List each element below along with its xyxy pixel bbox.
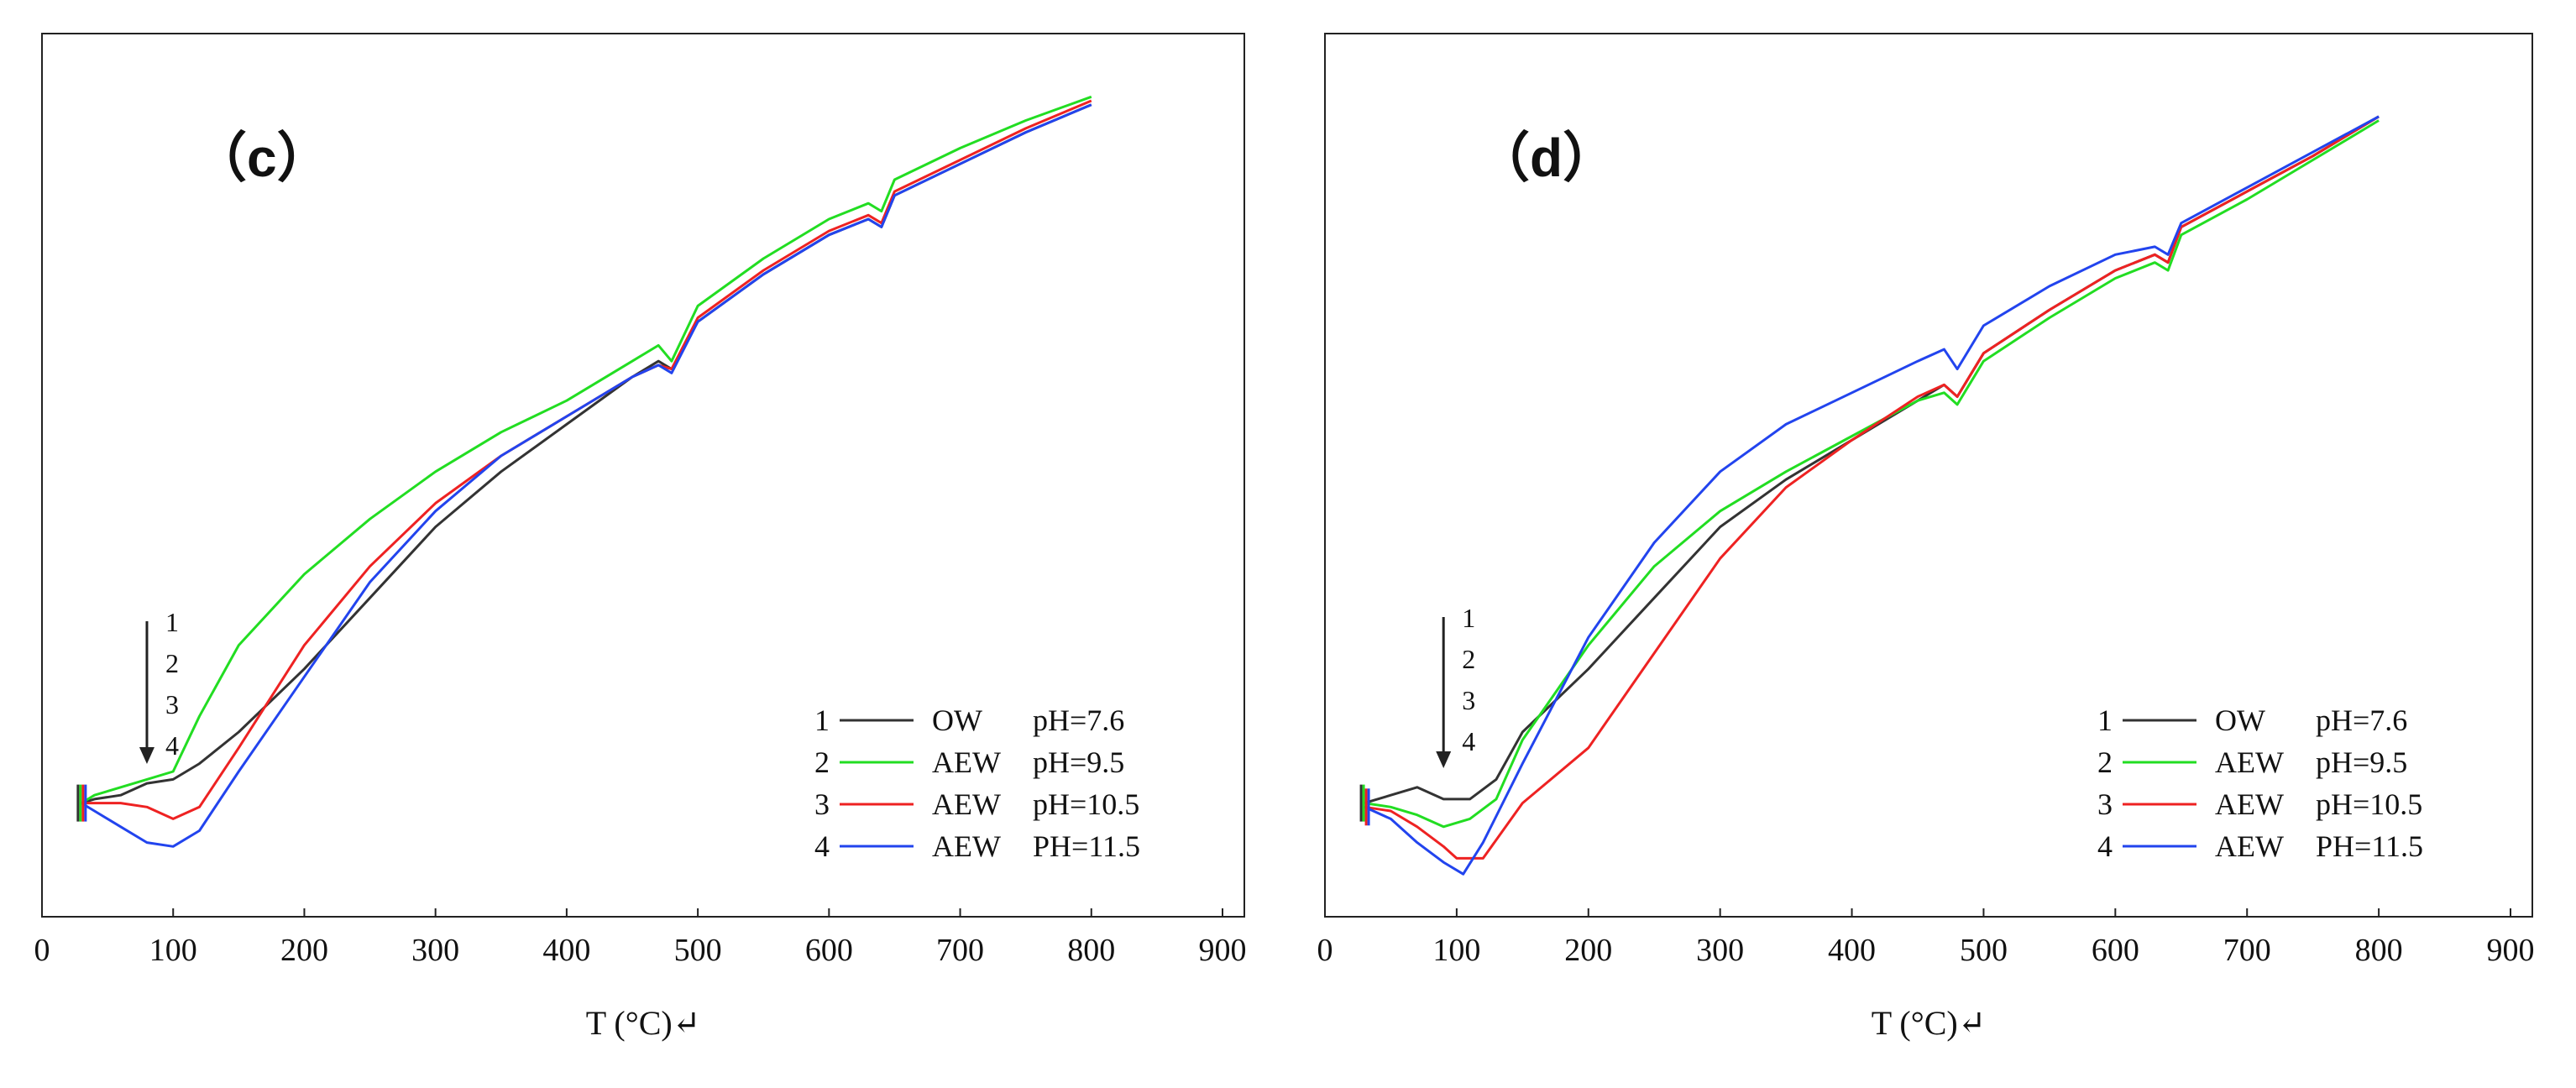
panel-label: （d） [1476, 128, 1616, 188]
x-tick-label: 700 [2223, 933, 2271, 968]
x-tick-label: 700 [936, 933, 984, 968]
x-tick-label: 300 [1696, 933, 1744, 968]
arrow-head-icon [1436, 751, 1452, 768]
plot-frame [1324, 33, 2533, 918]
series-line-2 [81, 95, 1092, 804]
legend-number: 3 [2097, 787, 2113, 821]
legend-item: 4 AEW PH=11.5 [814, 829, 1140, 863]
legend-item: 3 AEW pH=10.5 [814, 787, 1139, 821]
x-tick-label: 200 [280, 933, 328, 968]
series-line-1 [81, 103, 1092, 805]
legend-name: AEW [2215, 787, 2284, 821]
legend-item: 1 OW pH=7.6 [814, 704, 1124, 737]
x-tick-label: 200 [1564, 933, 1612, 968]
legend-ph: pH=9.5 [2316, 745, 2407, 779]
series-line-4 [81, 103, 1092, 848]
legend-name: AEW [2215, 745, 2284, 779]
arrow-label: 1 [165, 607, 179, 637]
arrow-label: 2 [165, 648, 179, 678]
legend-item: 4 AEW PH=11.5 [2097, 829, 2423, 863]
plot-frame [41, 33, 1245, 918]
x-tick-label: 800 [1067, 933, 1115, 968]
legend-ph: pH=9.5 [1033, 745, 1124, 779]
x-axis-label: T (°C)↵ [586, 1004, 701, 1042]
arrow-label: 2 [1462, 644, 1475, 674]
x-tick-label: 100 [149, 933, 197, 968]
legend-ph: pH=10.5 [2316, 787, 2422, 821]
legend-number: 4 [2097, 829, 2113, 863]
chart-panel-d: 0 100 200 300 400 500 600 700 800 900 T (°C)↵ （d） 1 2… [1317, 33, 2535, 1042]
arrow-label: 4 [1462, 726, 1475, 756]
legend-ph: PH=11.5 [2316, 829, 2423, 863]
panel-label: （c） [193, 128, 331, 188]
legend-name: AEW [932, 829, 1001, 863]
arrow-label: 4 [165, 730, 179, 761]
x-tick-label: 300 [411, 933, 459, 968]
series-line-1 [1364, 115, 2380, 805]
arrow-label: 3 [1462, 685, 1475, 715]
chart-panel-c: 0 100 200 300 400 500 600 700 800 900 T (°C)↵ （c） 1 2… [34, 33, 1247, 1042]
arrow-head-icon [139, 747, 154, 764]
x-tick-label: 900 [2487, 933, 2535, 968]
x-tick-label: 500 [674, 933, 722, 968]
legend-item: 3 AEW pH=10.5 [2097, 787, 2422, 821]
series-line-3 [1364, 115, 2380, 860]
legend-number: 2 [814, 745, 830, 779]
x-tick-label: 600 [805, 933, 853, 968]
legend-name: AEW [2215, 829, 2284, 863]
legend-name: OW [932, 704, 982, 737]
legend-number: 2 [2097, 745, 2113, 779]
x-axis-label: T (°C)↵ [1872, 1004, 1987, 1042]
arrow-label: 1 [1462, 603, 1475, 633]
x-tick-label: 0 [34, 933, 50, 968]
x-tick-label: 400 [542, 933, 590, 968]
x-tick-label: 900 [1199, 933, 1247, 968]
x-tick-label: 400 [1828, 933, 1876, 968]
legend-name: AEW [932, 745, 1001, 779]
series-line-4 [1364, 115, 2380, 876]
legend-item: 2 AEW pH=9.5 [814, 745, 1124, 779]
legend-number: 3 [814, 787, 830, 821]
x-tick-label: 800 [2355, 933, 2403, 968]
x-tick-label: 500 [1960, 933, 2008, 968]
legend-name: OW [2215, 704, 2265, 737]
legend-ph: pH=7.6 [2316, 704, 2407, 737]
legend-name: AEW [932, 787, 1001, 821]
legend-number: 4 [814, 829, 830, 863]
arrow-label: 3 [165, 689, 179, 719]
x-tick-label: 600 [2092, 933, 2139, 968]
legend-number: 1 [814, 704, 830, 737]
x-tick-label: 100 [1432, 933, 1480, 968]
legend-item: 1 OW pH=7.6 [2097, 704, 2407, 737]
x-tick-label: 0 [1317, 933, 1333, 968]
legend-item: 2 AEW pH=9.5 [2097, 745, 2407, 779]
legend-ph: pH=10.5 [1033, 787, 1139, 821]
legend-ph: PH=11.5 [1033, 829, 1140, 863]
legend-ph: pH=7.6 [1033, 704, 1124, 737]
legend-number: 1 [2097, 704, 2113, 737]
